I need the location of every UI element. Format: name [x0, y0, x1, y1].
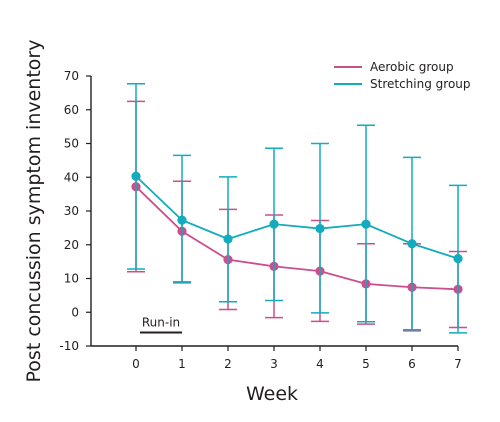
y-axis-title: Post concussion symptom inventory [23, 40, 45, 383]
x-tick-label: 6 [408, 357, 416, 371]
y-tick-label: -10 [59, 339, 79, 353]
y-tick-label: 0 [71, 305, 79, 319]
y-tick-label: 20 [64, 238, 79, 252]
annotations: Run-in [140, 316, 182, 334]
series-layer [127, 83, 467, 334]
x-tick-label: 4 [316, 357, 324, 371]
data-point [131, 171, 141, 181]
axes: -10 0 10 20 30 40 50 60 70 0 1 2 3 4 5 6 7 [59, 69, 461, 371]
y-tick-label: 10 [64, 272, 79, 286]
data-point [453, 253, 463, 264]
x-tick-label: 5 [362, 357, 370, 371]
legend-label: Stretching group [370, 77, 471, 91]
legend: Aerobic group Stretching group [334, 60, 471, 91]
legend-label: Aerobic group [370, 60, 454, 74]
data-point [269, 219, 279, 229]
x-tick-label: 7 [454, 357, 462, 371]
x-tick-label: 0 [132, 357, 140, 371]
x-tick-label: 3 [270, 357, 278, 371]
y-tick-label: 40 [64, 170, 79, 184]
data-point [315, 223, 325, 234]
y-tick-label: 60 [64, 103, 79, 117]
data-point [361, 219, 371, 229]
y-tick-label: 70 [64, 69, 79, 83]
data-point [407, 239, 417, 249]
x-tick-label: 1 [178, 357, 186, 371]
x-axis-title: Week [246, 383, 298, 405]
x-tick-label: 2 [224, 357, 232, 371]
series-stretching [127, 83, 467, 334]
y-tick-label: 50 [64, 137, 79, 151]
data-point [177, 215, 187, 225]
series-line [135, 186, 459, 291]
run-in-label: Run-in [142, 316, 180, 330]
data-point [223, 234, 233, 244]
y-tick-label: 30 [64, 204, 79, 218]
series-line [135, 175, 459, 260]
